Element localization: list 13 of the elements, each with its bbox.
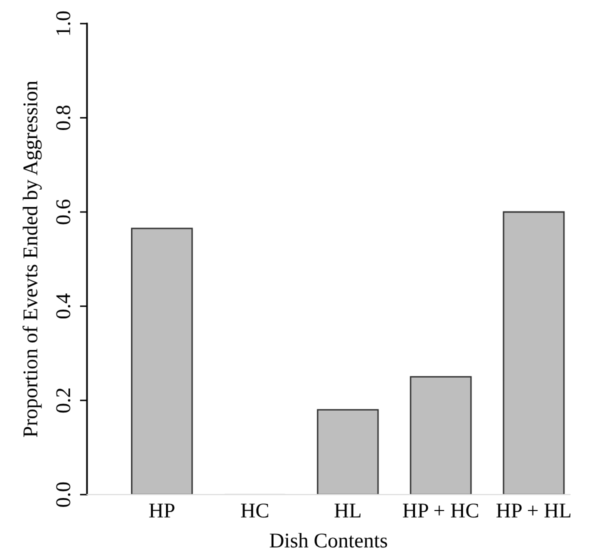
x-tick-label: HP	[149, 504, 174, 518]
y-tick-label: 1.0	[56, 11, 70, 35]
x-tick-label: HL	[334, 504, 360, 518]
y-axis-title: Proportion of Evevts Ended by Aggression	[22, 80, 42, 438]
x-tick-label: HC	[241, 504, 268, 518]
y-tick-label: 0.8	[56, 106, 70, 130]
x-tick-label: HP + HL	[496, 504, 570, 518]
y-tick-label: 0.6	[56, 200, 70, 224]
y-tick-label: 0.4	[56, 294, 70, 318]
y-tick-label: 0.0	[56, 482, 70, 507]
y-tick-label: 0.2	[56, 388, 70, 413]
x-axis-title: Dish Contents	[270, 532, 388, 548]
x-tick-label: HP + HC	[402, 504, 478, 518]
